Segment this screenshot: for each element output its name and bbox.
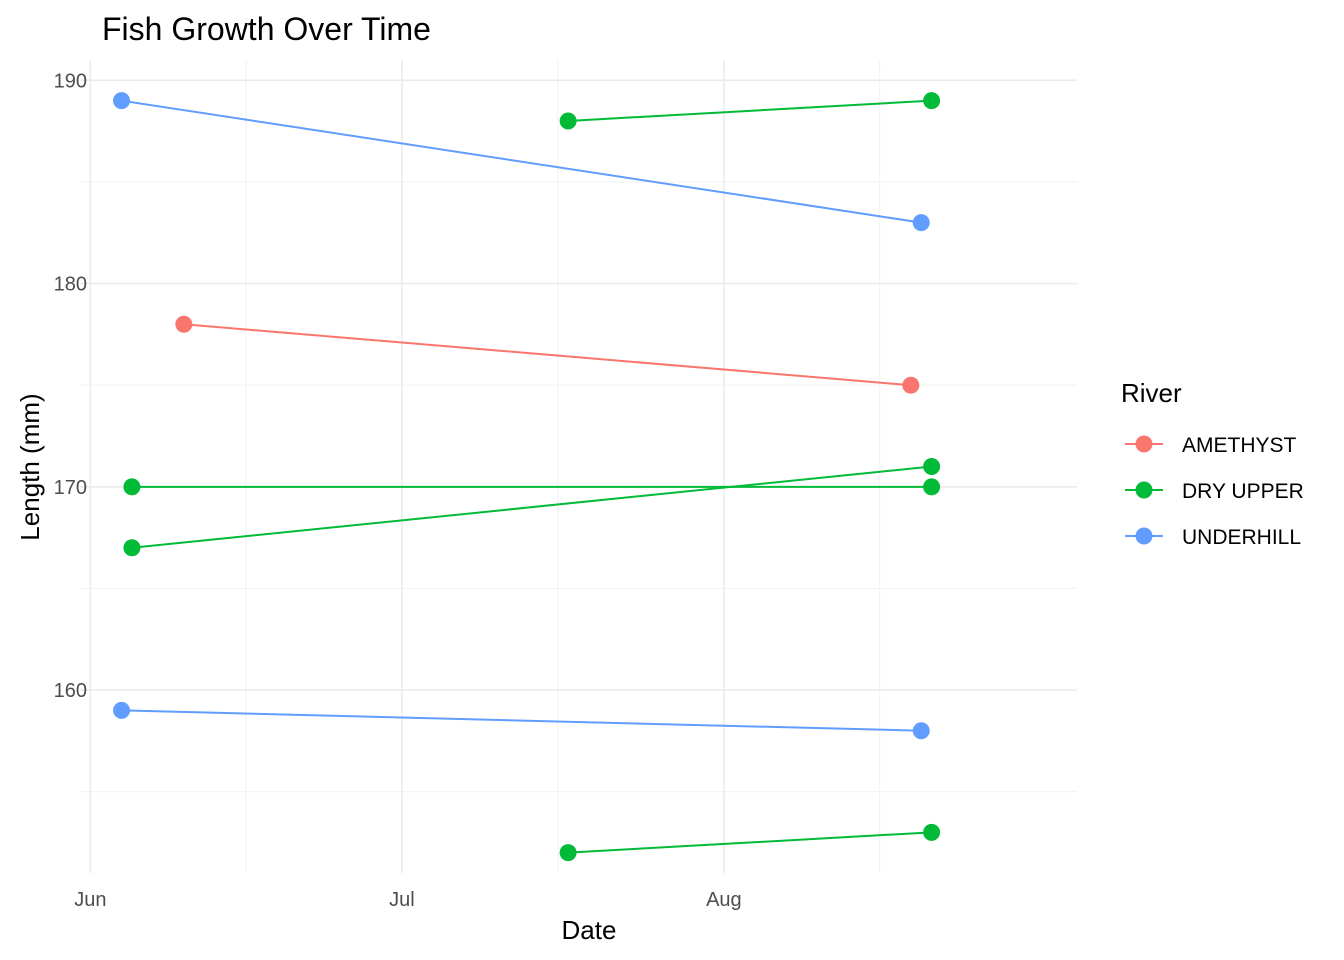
data-point [912,722,930,740]
data-point [559,112,577,130]
data-point [923,92,941,110]
data-point [113,92,131,110]
series-underhill [113,92,930,232]
series-dry-upper [559,92,941,130]
data-point [123,539,141,557]
y-axis-title: Length (mm) [15,393,45,540]
legend: River AMETHYST DRY UPPER UNDERHILL [1121,378,1304,549]
data-point [123,478,141,496]
data-point [923,478,941,496]
x-tick-label: Jul [389,889,415,911]
legend-item-dry-upper: DRY UPPER [1125,480,1304,503]
series-line [568,831,932,854]
series-dry-upper [123,478,941,496]
y-tick-label: 190 [54,70,87,92]
x-tick-label: Aug [706,889,742,911]
y-tick-label: 170 [54,477,87,499]
data-point [912,214,930,232]
legend-item-amethyst: AMETHYST [1125,434,1297,457]
legend-label: DRY UPPER [1182,480,1304,503]
legend-label: UNDERHILL [1182,526,1301,549]
x-tick-label: Jun [74,889,106,911]
series-amethyst [175,315,920,394]
axes: 160 170 180 190 Jun Jul Aug [54,70,742,911]
legend-key-point [1135,481,1153,499]
series-line [568,99,932,122]
series-line [183,323,911,387]
series-line [121,709,922,732]
data-point [923,458,941,475]
data-point [113,701,131,719]
legend-key-point [1135,527,1153,545]
chart-title: Fish Growth Over Time [102,11,431,47]
data-point [902,376,920,394]
data-point [923,823,941,841]
y-tick-label: 180 [54,274,87,296]
series-line [131,465,932,549]
data-point [559,844,577,862]
legend-title: River [1121,378,1182,408]
x-axis-title: Date [562,915,617,945]
series-line [121,99,922,224]
legend-label: AMETHYST [1182,434,1297,457]
plot-series [113,92,941,862]
grid [80,60,1077,873]
series-dry-upper [559,823,941,862]
series-dry-upper [123,458,941,557]
y-tick-label: 160 [54,680,87,702]
legend-item-underhill: UNDERHILL [1125,526,1301,549]
legend-key-point [1135,435,1153,453]
series-underhill [113,701,930,740]
data-point [175,315,193,333]
